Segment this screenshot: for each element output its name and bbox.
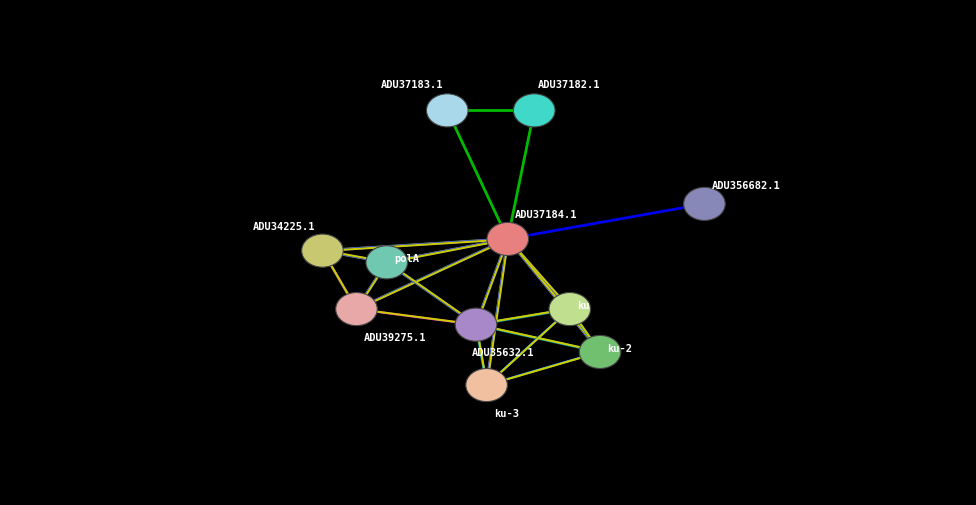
Ellipse shape: [455, 309, 497, 341]
Ellipse shape: [549, 293, 590, 326]
Text: ADU37182.1: ADU37182.1: [538, 80, 600, 90]
Ellipse shape: [366, 246, 408, 279]
Ellipse shape: [427, 94, 468, 128]
Text: ADU37183.1: ADU37183.1: [381, 80, 443, 90]
Text: ADU34225.1: ADU34225.1: [253, 222, 315, 232]
Text: ku-2: ku-2: [608, 343, 632, 354]
Ellipse shape: [466, 369, 508, 402]
Text: polA: polA: [394, 254, 420, 264]
Text: ADU35632.1: ADU35632.1: [472, 347, 535, 358]
Text: ku-3: ku-3: [494, 408, 519, 418]
Ellipse shape: [302, 235, 344, 268]
Ellipse shape: [513, 94, 555, 128]
Ellipse shape: [336, 293, 378, 326]
Ellipse shape: [487, 223, 529, 256]
Ellipse shape: [683, 188, 725, 221]
Text: ADU37184.1: ADU37184.1: [515, 209, 578, 219]
Ellipse shape: [579, 336, 621, 369]
Text: ADU39275.1: ADU39275.1: [364, 332, 427, 342]
Text: ku: ku: [578, 300, 590, 311]
Text: ADU356682.1: ADU356682.1: [712, 181, 781, 191]
